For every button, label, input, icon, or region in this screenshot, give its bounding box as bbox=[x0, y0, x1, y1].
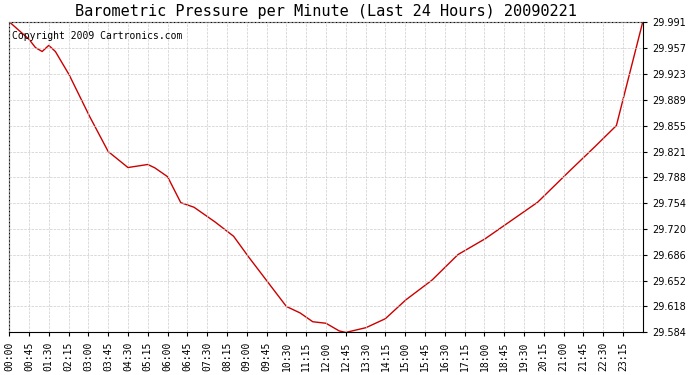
Title: Barometric Pressure per Minute (Last 24 Hours) 20090221: Barometric Pressure per Minute (Last 24 … bbox=[75, 4, 577, 19]
Text: Copyright 2009 Cartronics.com: Copyright 2009 Cartronics.com bbox=[12, 31, 183, 41]
